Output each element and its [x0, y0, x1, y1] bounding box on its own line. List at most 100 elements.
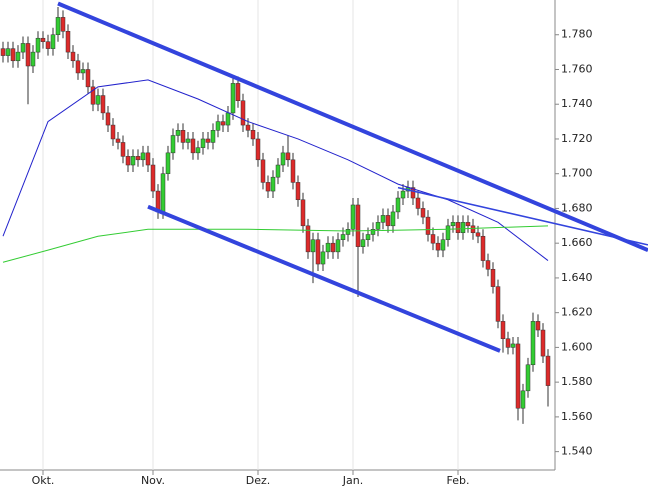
- y-tick-label: 1.640: [561, 271, 593, 284]
- candle-body: [325, 242, 331, 253]
- candle-body: [165, 152, 171, 174]
- y-tick-label: 1.540: [561, 445, 593, 458]
- candle-body: [505, 338, 511, 348]
- candle-body: [220, 121, 226, 126]
- candle-body: [450, 222, 456, 227]
- candle-body: [495, 286, 501, 322]
- candle-body: [50, 34, 56, 49]
- y-tick-label: 1.620: [561, 306, 593, 319]
- candle-body: [60, 17, 66, 32]
- candle-body: [530, 321, 536, 366]
- candle-body: [180, 130, 186, 143]
- candle-body: [410, 187, 416, 199]
- y-tick-label: 1.720: [561, 132, 593, 145]
- candle-body: [345, 229, 351, 235]
- candle-body: [335, 239, 341, 253]
- candle-body: [385, 215, 391, 227]
- candle-body: [200, 138, 206, 148]
- candle-body: [20, 43, 26, 53]
- candle-body: [35, 37, 41, 53]
- candle-body: [515, 343, 521, 409]
- x-tick-label: Okt.: [32, 474, 55, 487]
- candle-body: [140, 152, 146, 161]
- candle-body: [305, 225, 311, 253]
- x-tick-label: Nov.: [141, 474, 165, 487]
- candle-body: [285, 152, 291, 161]
- candle-body: [90, 86, 96, 105]
- candle-body: [225, 112, 231, 126]
- x-tick-label: Dez.: [246, 474, 271, 487]
- candle-body: [85, 69, 91, 88]
- candle-body: [545, 355, 551, 386]
- candle-body: [185, 138, 191, 143]
- candle-body: [270, 176, 276, 192]
- candle-body: [540, 329, 546, 357]
- candle-body: [330, 242, 336, 253]
- candle-body: [120, 142, 126, 157]
- candle-body: [55, 17, 61, 35]
- candle-body: [115, 138, 121, 143]
- y-tick-label: 1.700: [561, 167, 593, 180]
- candle-body: [520, 390, 526, 409]
- candle-body: [415, 197, 421, 209]
- candle-body: [500, 321, 506, 339]
- y-tick-label: 1.740: [561, 97, 593, 110]
- candle-body: [125, 156, 131, 166]
- candle-body: [465, 222, 471, 227]
- y-tick-label: 1.580: [561, 375, 593, 388]
- candle-body: [525, 364, 531, 392]
- candle-body: [205, 138, 211, 143]
- candle-body: [95, 95, 101, 105]
- candle-body: [365, 234, 371, 240]
- line: [397, 186, 648, 246]
- candle-body: [80, 69, 86, 74]
- candle-body: [295, 182, 301, 201]
- candle-body: [315, 239, 321, 265]
- candle-body: [40, 37, 46, 42]
- candle-body: [100, 95, 106, 114]
- candle-body: [255, 138, 261, 161]
- line: [57, 1, 648, 252]
- candle-body: [290, 159, 296, 183]
- candle-body: [380, 215, 386, 223]
- candle-body: [15, 51, 21, 62]
- candle-body: [210, 130, 216, 143]
- candle-body: [170, 135, 176, 154]
- candle-body: [65, 31, 71, 53]
- candle-body: [440, 239, 446, 251]
- candle-body: [135, 156, 141, 161]
- candle-body: [390, 211, 396, 227]
- candle-body: [245, 124, 251, 131]
- candle-body: [5, 48, 11, 56]
- candle-body: [230, 83, 236, 114]
- candle-body: [535, 321, 541, 331]
- candle-body: [395, 197, 401, 213]
- candle-body: [25, 43, 31, 67]
- candle-body: [375, 222, 381, 230]
- candle-body: [260, 159, 266, 183]
- candle-body: [75, 60, 81, 74]
- candle-body: [10, 48, 16, 62]
- candle-body: [160, 173, 166, 213]
- candle-body: [455, 222, 461, 234]
- candle-body: [355, 204, 361, 247]
- y-tick-label: 1.760: [561, 62, 593, 75]
- y-tick-label: 1.780: [561, 28, 593, 41]
- candle-body: [445, 225, 451, 240]
- candle-body: [475, 232, 481, 237]
- candle-body: [425, 216, 431, 235]
- candle-body: [485, 260, 491, 270]
- line: [147, 204, 501, 353]
- candle-body: [265, 182, 271, 192]
- y-tick-label: 1.600: [561, 340, 593, 353]
- y-tick-label: 1.660: [561, 236, 593, 249]
- candle-body: [110, 124, 116, 140]
- candle-body: [150, 164, 156, 192]
- candle-body: [360, 239, 366, 247]
- candle-body: [235, 83, 241, 101]
- candle-body: [310, 239, 316, 253]
- candle-body: [215, 121, 221, 131]
- candle-body: [480, 235, 486, 261]
- y-tick-label: 1.680: [561, 201, 593, 214]
